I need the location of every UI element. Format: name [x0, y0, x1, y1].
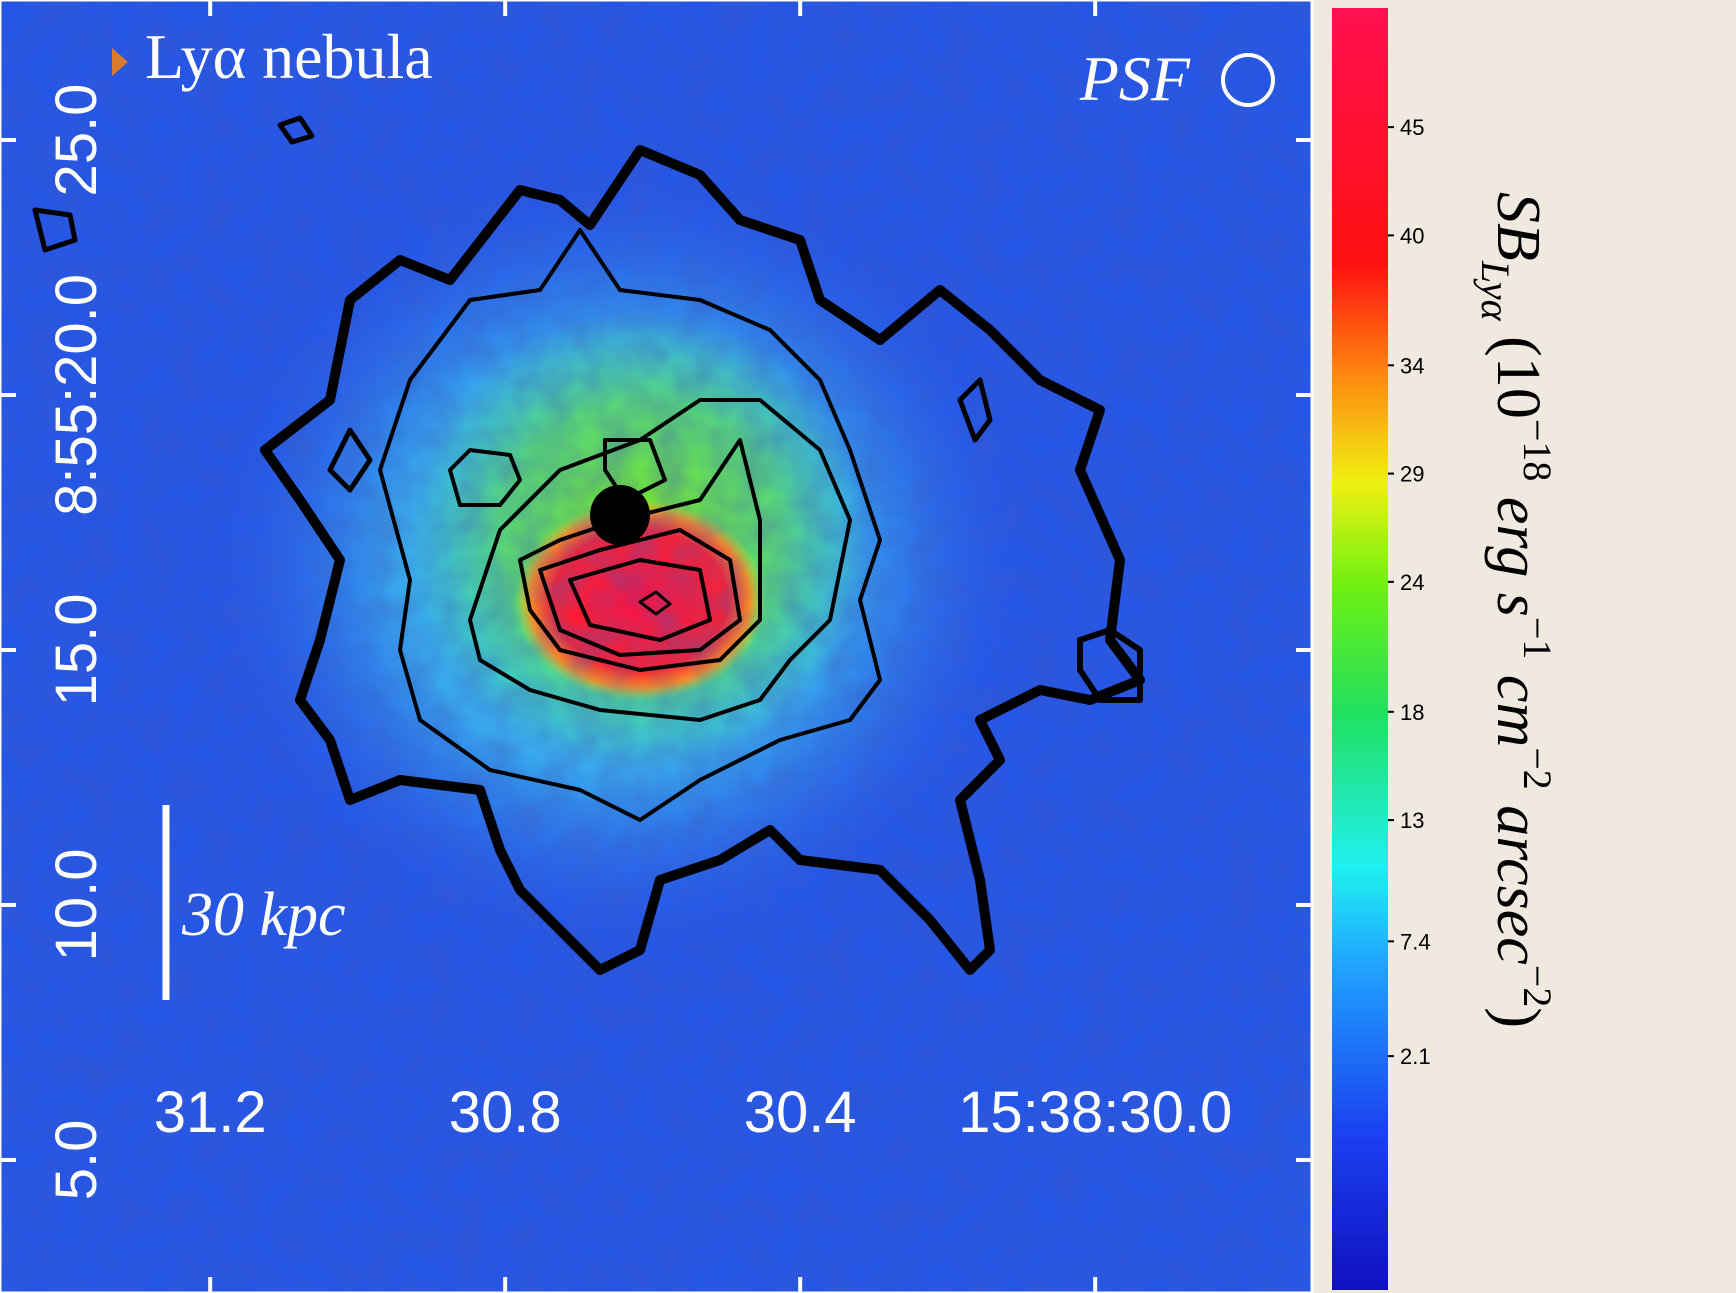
x-tick-label: 31.2 — [154, 1080, 267, 1145]
noise — [0, 0, 1312, 1293]
x-tick-label: 15:38:30.0 — [958, 1080, 1232, 1145]
x-tick-label: 30.8 — [449, 1080, 562, 1145]
y-tick-label: 15.0 — [44, 594, 109, 707]
colorbar-label-part: arcsec — [1484, 790, 1552, 965]
image — [0, 0, 1312, 1293]
title: Lyα nebula — [145, 21, 433, 92]
colorbar-label-part: cm — [1484, 659, 1552, 747]
colorbar-label-part: SB — [1484, 192, 1552, 261]
y-tick-label: 25.0 — [44, 84, 109, 197]
colorbar — [1332, 8, 1388, 1290]
colorbar-tick-label: 2.1 — [1400, 1044, 1431, 1069]
colorbar-tick-label: 29 — [1400, 462, 1424, 487]
colorbar-label-part: erg s — [1484, 481, 1552, 616]
colorbar-label-part: −18 — [1515, 419, 1560, 482]
colorbar-label-part: −1 — [1515, 617, 1560, 660]
colorbar-label-part: ) — [1484, 1007, 1552, 1028]
y-tick-label: 5.0 — [44, 1120, 109, 1201]
colorbar-tick-label: 7.4 — [1400, 929, 1431, 954]
colorbar-label-part: −2 — [1515, 965, 1560, 1008]
contours — [32, 115, 1145, 975]
colorbar-tick-label: 24 — [1400, 570, 1424, 595]
y-tick-label: 10.0 — [44, 849, 109, 962]
y-tick-label: 8:55:20.0 — [44, 274, 109, 516]
legend-marker — [112, 48, 128, 76]
colorbar-tick-label: 13 — [1400, 808, 1424, 833]
x-tick-label: 30.4 — [744, 1080, 857, 1145]
colorbar-label-part: Lyα — [1473, 260, 1518, 322]
psf-circle — [1221, 53, 1275, 107]
central-source — [590, 485, 650, 545]
colorbar-tick-label: 18 — [1400, 700, 1424, 725]
colorbar-label: SBLyα (10−18 erg s−1 cm−2 arcsec−2) — [1473, 192, 1560, 1028]
colorbar-tick-label: 34 — [1400, 353, 1424, 378]
colorbar-tick-label: 45 — [1400, 115, 1424, 140]
colorbar-label-part: −2 — [1515, 747, 1560, 790]
scale-label: 30 kpc — [181, 881, 346, 949]
colorbar-label-part: (10 — [1484, 321, 1552, 419]
psf-label: PSF — [1079, 43, 1191, 114]
colorbar-tick-label: 40 — [1400, 223, 1424, 248]
plot-frame — [0, 0, 1314, 1293]
